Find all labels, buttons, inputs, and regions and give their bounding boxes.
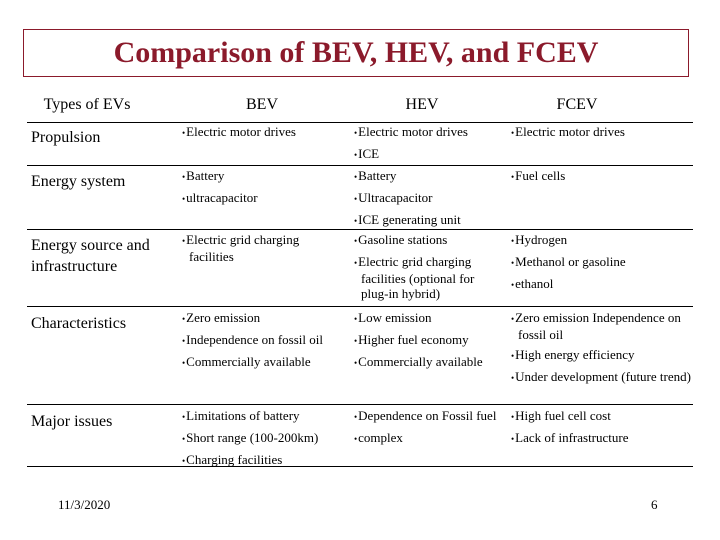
bev-cell: Electric grid charging facilities (182, 232, 342, 269)
row-label: Energy system (31, 173, 126, 190)
bullet-item: ultracapacitor (182, 190, 342, 207)
table-row-propulsion: Propulsion Electric motor drives Electri… (27, 124, 693, 164)
bullet-item: ICE generating unit (354, 212, 502, 229)
bullet-item: Dependence on Fossil fuel (354, 408, 502, 425)
table-row-major-issues: Major issues Limitations of battery Shor… (27, 408, 693, 474)
bev-cell: Zero emission Independence on fossil oil… (182, 310, 342, 376)
bullet-item: ICE (354, 146, 502, 163)
fcev-cell: Hydrogen Methanol or gasoline ethanol (511, 232, 691, 298)
fcev-cell: Electric motor drives (511, 124, 691, 146)
bullet-item: complex (354, 430, 502, 447)
bev-cell: Battery ultracapacitor (182, 168, 342, 212)
row-divider (27, 306, 693, 307)
bullet-item: Low emission (354, 310, 502, 327)
bullet-item: Under development (future trend) (511, 369, 691, 386)
header-hev: HEV (405, 96, 439, 113)
bullet-item: Hydrogen (511, 232, 691, 249)
bullet-item: Short range (100-200km) (182, 430, 342, 447)
header-types-of-evs: Types of EVs (43, 96, 131, 113)
table-header-row: Types of EVs BEV HEV FCEV (27, 90, 693, 122)
hev-cell: Battery Ultracapacitor ICE generating un… (354, 168, 502, 234)
row-label: Propulsion (31, 129, 101, 146)
row-divider (27, 229, 693, 230)
bullet-item: Battery (182, 168, 342, 185)
row-divider (27, 165, 693, 166)
header-fcev: FCEV (556, 96, 598, 113)
bullet-item: Zero emission (182, 310, 342, 327)
hev-cell: Low emission Higher fuel economy Commerc… (354, 310, 502, 376)
table-row-energy-system: Energy system Battery ultracapacitor Bat… (27, 168, 693, 228)
bullet-item: Gasoline stations (354, 232, 502, 249)
bullet-item: High fuel cell cost (511, 408, 691, 425)
bullet-item: Electric grid charging facilities (182, 232, 342, 264)
fcev-cell: High fuel cell cost Lack of infrastructu… (511, 408, 691, 452)
row-label: Major issues (31, 413, 113, 430)
table-row-characteristics: Characteristics Zero emission Independen… (27, 310, 693, 402)
bullet-item: Methanol or gasoline (511, 254, 691, 271)
hev-cell: Electric motor drives ICE (354, 124, 502, 168)
row-label: Energy source and infrastructure (31, 237, 150, 275)
bullet-item: Electric grid charging facilities (optio… (354, 254, 502, 301)
hev-cell: Gasoline stations Electric grid charging… (354, 232, 502, 306)
comparison-table: Types of EVs BEV HEV FCEV Propulsion Ele… (27, 90, 693, 467)
table-row-energy-source: Energy source and infrastructure Electri… (27, 232, 693, 304)
bullet-item: Battery (354, 168, 502, 185)
row-divider (27, 466, 693, 467)
bullet-item: Electric motor drives (354, 124, 502, 141)
bullet-item: Lack of infrastructure (511, 430, 691, 447)
row-label: Characteristics (31, 315, 127, 332)
row-divider (27, 404, 693, 405)
fcev-cell: Zero emission Independence on fossil oil… (511, 310, 691, 391)
footer-date: 11/3/2020 (58, 497, 111, 512)
bullet-item: Electric motor drives (511, 124, 691, 141)
bullet-item: Higher fuel economy (354, 332, 502, 349)
hev-cell: Dependence on Fossil fuel complex (354, 408, 502, 452)
slide-title: Comparison of BEV, HEV, and FCEV (113, 36, 599, 69)
bullet-item: Zero emission Independence on fossil oil (511, 310, 691, 342)
title-frame: Comparison of BEV, HEV, and FCEV (23, 29, 689, 77)
page-number: 6 (651, 497, 658, 512)
bullet-item: Commercially available (182, 354, 342, 371)
bullet-item: Commercially available (354, 354, 502, 371)
header-bev: BEV (246, 96, 278, 113)
bullet-item: Electric motor drives (182, 124, 342, 141)
bev-cell: Electric motor drives (182, 124, 342, 146)
bullet-item: Charging facilities (182, 452, 342, 469)
fcev-cell: Fuel cells (511, 168, 691, 190)
bev-cell: Limitations of battery Short range (100-… (182, 408, 342, 474)
bullet-item: ethanol (511, 276, 691, 293)
bullet-item: Ultracapacitor (354, 190, 502, 207)
bullet-item: Independence on fossil oil (182, 332, 342, 349)
header-divider (27, 122, 693, 123)
bullet-item: High energy efficiency (511, 347, 691, 364)
bullet-item: Fuel cells (511, 168, 691, 185)
bullet-item: Limitations of battery (182, 408, 342, 425)
